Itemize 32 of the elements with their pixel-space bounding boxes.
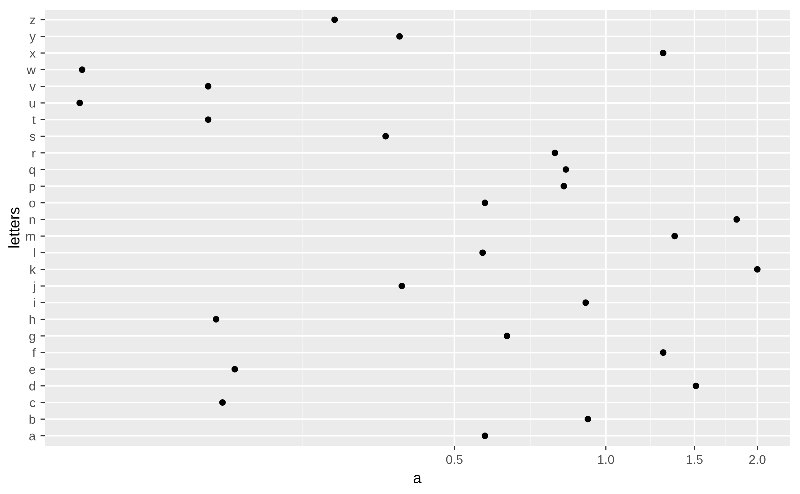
- y-tick-label: j: [32, 282, 36, 294]
- x-tick-label: 1.0: [598, 455, 614, 464]
- y-tick-label: i: [34, 298, 36, 308]
- x-tick-label: 0.5: [446, 455, 463, 464]
- y-tick-label: k: [30, 265, 36, 274]
- y-tick-label: l: [34, 248, 36, 258]
- y-tick-label: o: [30, 200, 36, 208]
- y-tick-label: r: [32, 150, 36, 158]
- y-tick-label: a: [30, 434, 36, 441]
- y-tick-label: g: [30, 334, 36, 344]
- y-tick-label: t: [32, 116, 36, 124]
- y-tick-label: p: [30, 184, 36, 194]
- y-tick-label: q: [30, 168, 36, 177]
- y-tick-label: n: [30, 217, 36, 224]
- y-tick-label: m: [26, 234, 36, 241]
- x-axis-title: a: [414, 475, 422, 484]
- y-tick-label: u: [30, 101, 36, 108]
- y-tick-label: c: [30, 400, 36, 408]
- y-tick-label: d: [30, 382, 36, 391]
- y-tick-label: f: [32, 348, 36, 358]
- y-tick-label: s: [30, 134, 36, 142]
- x-tick-label: 1.5: [686, 455, 703, 464]
- y-tick-label: e: [30, 367, 36, 374]
- y-tick-label: y: [30, 34, 36, 44]
- y-tick-label: x: [30, 51, 36, 58]
- y-axis-title: letters: [8, 208, 20, 248]
- y-tick-label: b: [30, 414, 36, 424]
- y-tick-label: z: [30, 18, 36, 25]
- y-tick-label: h: [30, 314, 36, 324]
- y-tick-label: w: [26, 68, 36, 74]
- y-tick-label: v: [30, 84, 36, 92]
- x-tick-label: 2.0: [750, 455, 766, 464]
